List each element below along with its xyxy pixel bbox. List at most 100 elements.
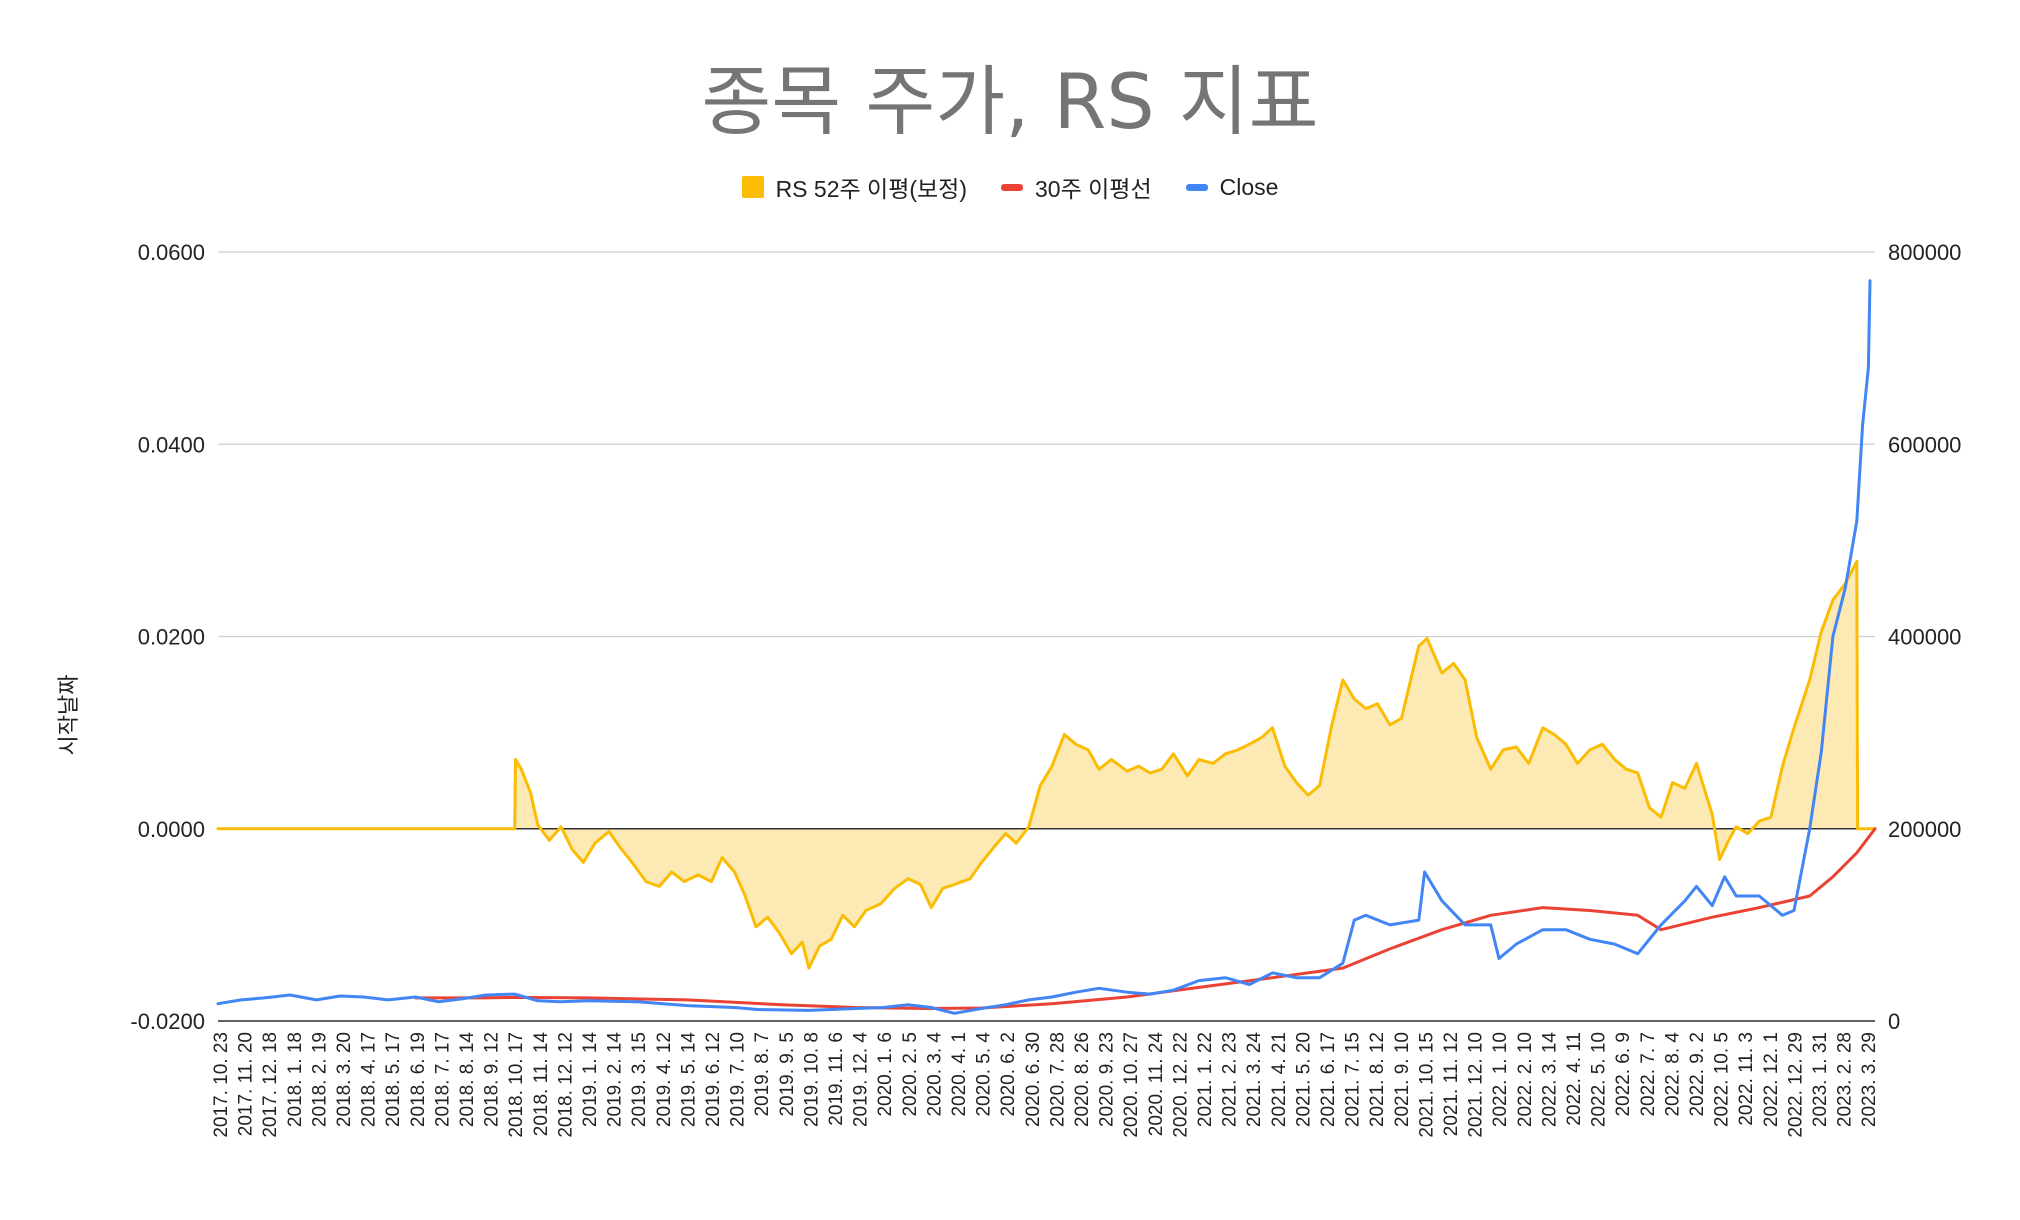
x-tick-label: 2022. 8. 4 (1662, 1032, 1683, 1117)
x-tick-label: 2020. 7. 28 (1047, 1032, 1068, 1127)
x-tick-label: 2021. 9. 10 (1392, 1032, 1413, 1127)
x-tick-label: 2019. 1. 14 (580, 1032, 601, 1128)
x-tick-label: 2022. 11. 3 (1736, 1032, 1757, 1126)
legend-label-ma30: 30주 이평선 (1035, 176, 1152, 202)
x-tick-label: 2020. 12. 22 (1170, 1032, 1191, 1138)
legend-swatch-close (1185, 183, 1208, 191)
legend-label-rs: RS 52주 이평(보정) (775, 176, 967, 202)
x-tick-label: 2019. 3. 15 (629, 1032, 650, 1127)
x-tick-label: 2022. 2. 10 (1515, 1032, 1536, 1127)
y-axis-label: 시작날짜 (56, 675, 81, 756)
x-tick-label: 2018. 7. 17 (432, 1032, 453, 1127)
x-tick-label: 2020. 1. 6 (875, 1032, 896, 1117)
x-tick-label: 2021. 7. 15 (1343, 1032, 1364, 1127)
close-line (216, 279, 1872, 1015)
x-tick-label: 2020. 2. 5 (900, 1032, 921, 1117)
rs-area-fill (218, 561, 1875, 969)
x-tick-label: 2017. 11. 20 (236, 1032, 257, 1136)
x-tick-label: 2018. 10. 17 (506, 1032, 527, 1138)
x-tick-label: 2021. 8. 12 (1367, 1032, 1388, 1127)
x-tick-label: 2022. 5. 10 (1589, 1032, 1610, 1127)
x-tick-label: 2020. 6. 30 (1023, 1032, 1044, 1127)
y-tick-label: 0.0000 (138, 817, 205, 842)
y2-tick-label: 600000 (1888, 432, 1961, 457)
x-tick-label: 2022. 9. 2 (1687, 1032, 1708, 1117)
x-tick-label: 2022. 7. 7 (1638, 1032, 1659, 1117)
x-tick-label: 2021. 4. 21 (1269, 1032, 1290, 1127)
x-tick-label: 2020. 10. 27 (1121, 1032, 1142, 1138)
x-tick-label: 2018. 5. 17 (383, 1032, 404, 1127)
y-tick-label: 0.0600 (138, 240, 205, 265)
legend-label-close: Close (1219, 173, 1279, 200)
rs-area-layer (218, 561, 1875, 969)
x-tick-label: 2022. 12. 29 (1785, 1032, 1806, 1138)
x-tick-label: 2022. 1. 10 (1490, 1032, 1511, 1127)
x-tick-label: 2020. 8. 26 (1072, 1032, 1093, 1127)
x-tick-label: 2019. 11. 6 (826, 1032, 847, 1126)
x-tick-label: 2019. 9. 5 (777, 1032, 798, 1117)
x-tick-label: 2021. 1. 22 (1195, 1032, 1216, 1127)
x-tick-label: 2021. 11. 12 (1441, 1032, 1462, 1136)
x-tick-label: 2018. 4. 17 (359, 1032, 380, 1127)
x-tick-label: 2017. 10. 23 (211, 1032, 232, 1138)
x-tick-label: 2021. 2. 23 (1220, 1032, 1241, 1127)
y2-tick-label: 400000 (1888, 625, 1961, 650)
x-tick-label: 2018. 8. 14 (457, 1032, 478, 1128)
x-tick-label: 2019. 12. 4 (851, 1032, 872, 1128)
x-tick-label: 2022. 4. 11 (1564, 1032, 1585, 1126)
x-tick-label: 2018. 6. 19 (408, 1032, 429, 1127)
x-tick-label: 2018. 9. 12 (482, 1032, 503, 1127)
x-tick-label: 2018. 3. 20 (334, 1032, 355, 1127)
x-tick-label: 2022. 12. 1 (1761, 1032, 1782, 1127)
x-tick-label: 2021. 3. 24 (1244, 1032, 1265, 1128)
x-tick-label: 2020. 6. 2 (998, 1032, 1019, 1117)
x-tick-label: 2019. 7. 10 (728, 1032, 749, 1127)
x-tick-label: 2020. 9. 23 (1097, 1032, 1118, 1127)
left-axis: -0.0200 0.0000 0.0200 0.0400 0.0600 (130, 240, 205, 1034)
x-tick-label: 2018. 2. 19 (309, 1032, 330, 1127)
rs-line (216, 560, 1877, 970)
x-tick-label: 2023. 2. 28 (1835, 1032, 1856, 1127)
x-tick-label: 2021. 5. 20 (1293, 1032, 1314, 1127)
gridlines (218, 251, 1875, 1022)
y-tick-label: 0.0400 (138, 432, 205, 457)
legend: RS 52주 이평(보정) 30주 이평선 Close (0, 170, 2020, 204)
y2-tick-label: 800000 (1888, 240, 1961, 265)
legend-item-rs[interactable]: RS 52주 이평(보정) (741, 170, 967, 204)
x-tick-label: 2020. 4. 1 (949, 1032, 970, 1117)
x-tick-label: 2021. 6. 17 (1318, 1032, 1339, 1127)
x-tick-label: 2020. 5. 4 (974, 1032, 995, 1117)
x-tick-label: 2019. 8. 7 (752, 1032, 773, 1117)
x-tick-label: 2023. 3. 29 (1859, 1032, 1880, 1127)
legend-item-close[interactable]: Close (1185, 170, 1279, 204)
ma30-line (414, 827, 1877, 1010)
x-tick-label: 2020. 11. 24 (1146, 1032, 1167, 1137)
x-tick-label: 2019. 2. 14 (605, 1032, 626, 1128)
x-tick-label: 2018. 1. 18 (285, 1032, 306, 1127)
legend-swatch-ma30 (1001, 183, 1023, 191)
x-axis: 2017. 10. 23 2017. 11. 20 2017. 12. 18 2018… (211, 1020, 1880, 1138)
x-tick-label: 2021. 12. 10 (1466, 1032, 1487, 1138)
line-layer (216, 279, 1877, 1015)
y-tick-label: 0.0200 (138, 625, 205, 650)
right-axis: 0 200000 400000 600000 800000 (1888, 240, 1961, 1034)
x-tick-label: 2018. 12. 12 (555, 1032, 576, 1138)
legend-item-ma30[interactable]: 30주 이평선 (1001, 170, 1152, 204)
x-tick-label: 2022. 3. 14 (1539, 1032, 1560, 1128)
x-tick-label: 2017. 12. 18 (260, 1032, 281, 1138)
x-tick-label: 2019. 6. 12 (703, 1032, 724, 1127)
x-tick-label: 2019. 4. 12 (654, 1032, 675, 1127)
y-tick-label: -0.0200 (130, 1009, 205, 1034)
legend-swatch-rs (741, 176, 764, 198)
x-tick-label: 2019. 10. 8 (801, 1032, 822, 1127)
y2-tick-label: 200000 (1888, 817, 1961, 842)
x-tick-label: 2020. 3. 4 (924, 1032, 945, 1117)
y2-tick-label: 0 (1888, 1009, 1900, 1034)
x-tick-label: 2022. 6. 9 (1613, 1032, 1634, 1117)
x-tick-label: 2023. 1. 31 (1810, 1032, 1831, 1127)
x-tick-label: 2021. 10. 15 (1416, 1032, 1437, 1138)
x-tick-label: 2022. 10. 5 (1712, 1032, 1733, 1127)
x-tick-label: 2019. 5. 14 (678, 1032, 699, 1128)
chart-title: 종목 주가, RS 지표 (701, 57, 1319, 146)
